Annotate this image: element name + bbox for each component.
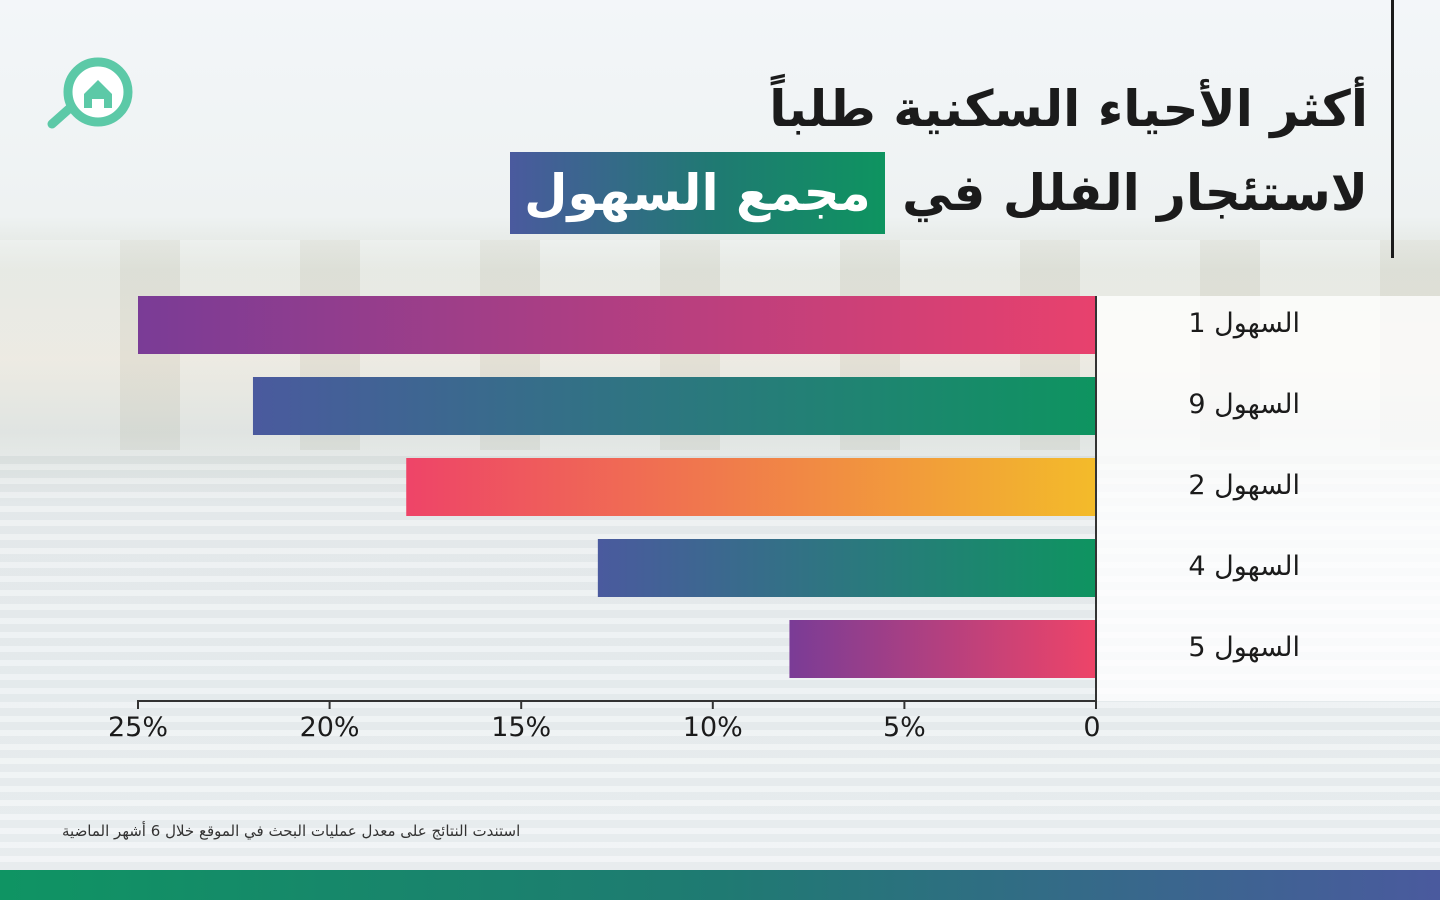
category-label-1: السهول 1 [1188,308,1300,339]
house-search-icon [47,57,133,129]
category-label-4: السهول 4 [1188,551,1300,582]
category-label-panel [1096,296,1440,701]
x-tick-label: 15% [491,712,551,743]
category-label-2: السهول 9 [1188,389,1300,420]
category-label-3: السهول 2 [1188,470,1300,501]
bar-5 [789,620,1096,678]
x-tick-label: 20% [300,712,360,743]
bar-3 [406,458,1096,516]
x-tick-label: 0 [1083,712,1100,743]
x-tick-label: 10% [683,712,743,743]
title-highlight: مجمع السهول [510,152,885,234]
title-divider [1391,0,1394,258]
bar-1 [138,296,1096,354]
title-line-2: لاستئجار الفلل في مجمع السهول [368,152,1368,234]
title-line-1: أكثر الأحياء السكنية طلباً [769,80,1368,138]
bottom-bar [0,870,1440,900]
category-label-5: السهول 5 [1188,632,1300,663]
x-tick-label: 5% [883,712,926,743]
x-tick-label: 25% [108,712,168,743]
bar-4 [597,539,1096,597]
bar-2 [252,377,1096,435]
title-prefix: لاستئجار الفلل في [902,164,1368,222]
footnote: استندت النتائج على معدل عمليات البحث في … [62,822,521,840]
